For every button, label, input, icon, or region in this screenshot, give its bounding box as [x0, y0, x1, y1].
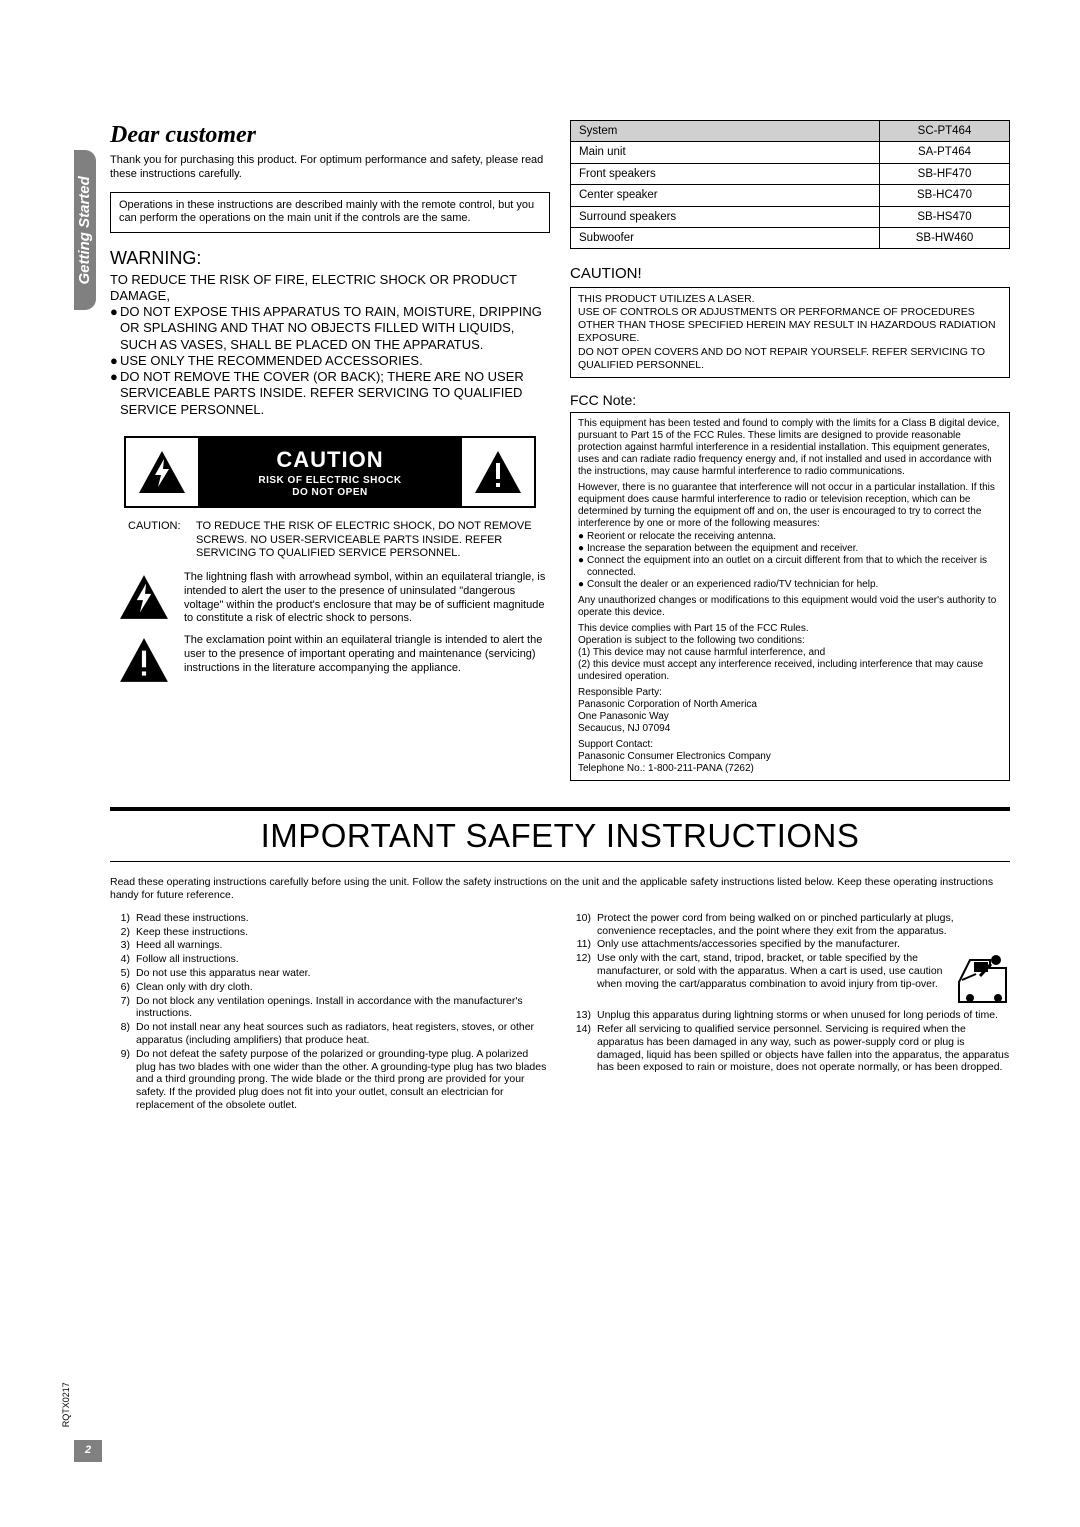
excl-symbol-explain: The exclamation point within an equilate…: [184, 634, 546, 684]
section-tab: Getting Started: [74, 150, 96, 310]
caution-label: CAUTION:: [128, 520, 188, 561]
caution-text: TO REDUCE THE RISK OF ELECTRIC SHOCK, DO…: [196, 520, 532, 561]
isi-heading: IMPORTANT SAFETY INSTRUCTIONS: [110, 815, 1010, 856]
table-row: Surround speakersSB-HS470: [571, 206, 1010, 227]
isi-intro: Read these operating instructions carefu…: [110, 876, 1010, 902]
warning-bullet-1: DO NOT EXPOSE THIS APPARATUS TO RAIN, MO…: [120, 304, 550, 353]
dear-customer-heading: Dear customer: [110, 120, 550, 150]
exclamation-triangle-icon: [114, 634, 174, 684]
warning-lead: TO REDUCE THE RISK OF FIRE, ELECTRIC SHO…: [110, 272, 550, 305]
bolt-symbol-explain: The lightning flash with arrowhead symbo…: [184, 571, 546, 626]
caution-right-heading: CAUTION!: [570, 265, 1010, 284]
caution-strip-title: CAUTION: [276, 446, 383, 474]
exclamation-triangle-icon: [462, 438, 534, 506]
bolt-triangle-icon: [126, 438, 198, 506]
models-table: SystemSC-PT464 Main unitSA-PT464 Front s…: [570, 120, 1010, 249]
warning-bullet-2: USE ONLY THE RECOMMENDED ACCESSORIES.: [120, 353, 423, 369]
remote-note-box: Operations in these instructions are des…: [110, 192, 550, 234]
table-row: SystemSC-PT464: [571, 121, 1010, 142]
warning-bullet-3: DO NOT REMOVE THE COVER (OR BACK); THERE…: [120, 369, 550, 418]
cart-tipover-icon: [956, 952, 1010, 1004]
warning-heading: WARNING:: [110, 247, 550, 270]
warning-body: TO REDUCE THE RISK OF FIRE, ELECTRIC SHO…: [110, 272, 550, 418]
fcc-box: This equipment has been tested and found…: [570, 412, 1010, 781]
section-tab-label: Getting Started: [76, 176, 95, 284]
fcc-heading: FCC Note:: [570, 392, 1010, 410]
bolt-triangle-icon: [114, 571, 174, 626]
isi-list: 1)Read these instructions. 2)Keep these …: [110, 912, 1010, 1113]
page-number: 2: [74, 1440, 102, 1462]
table-row: Front speakersSB-HF470: [571, 163, 1010, 184]
table-row: Center speakerSB-HC470: [571, 185, 1010, 206]
caution-right-box: THIS PRODUCT UTILIZES A LASER. USE OF CO…: [570, 287, 1010, 378]
table-row: SubwooferSB-HW460: [571, 227, 1010, 248]
intro-text: Thank you for purchasing this product. F…: [110, 154, 550, 182]
doc-reference: RQTX0217: [61, 1382, 72, 1427]
caution-strip: CAUTION RISK OF ELECTRIC SHOCK DO NOT OP…: [124, 436, 536, 508]
caution-strip-sub: RISK OF ELECTRIC SHOCK DO NOT OPEN: [258, 475, 401, 498]
table-row: Main unitSA-PT464: [571, 142, 1010, 163]
